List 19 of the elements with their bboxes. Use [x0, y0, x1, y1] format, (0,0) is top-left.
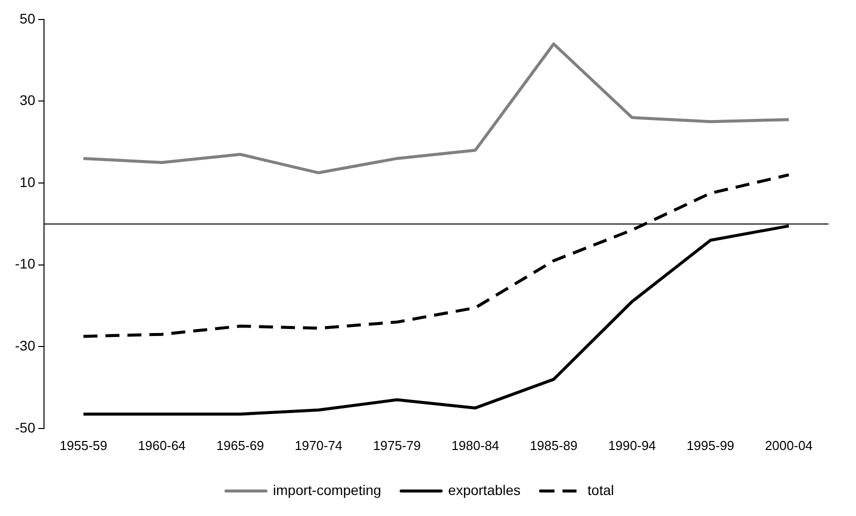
y-tick-label: -30 [15, 337, 36, 354]
y-tick-label: 50 [20, 10, 36, 26]
y-tick-label: -50 [15, 419, 36, 436]
y-tick-label: 30 [20, 92, 36, 108]
legend-label: total [588, 482, 614, 498]
x-tick-label: 1960-64 [138, 438, 186, 453]
y-tick-label: 10 [20, 174, 36, 190]
x-tick-label: 1975-79 [373, 438, 421, 453]
x-tick-label: 1970-74 [294, 438, 342, 453]
x-tick-label: 1995-99 [686, 438, 734, 453]
x-tick-label: 1980-84 [451, 438, 500, 453]
legend-label: exportables [448, 482, 521, 498]
x-tick-label: 1955-59 [60, 438, 108, 453]
y-tick-label: -10 [15, 256, 36, 272]
x-tick-label: 1985-89 [530, 438, 578, 453]
legend-label: import-competing [273, 482, 382, 498]
x-tick-label: 1965-69 [216, 438, 264, 453]
x-tick-label: 2000-04 [764, 438, 813, 453]
x-tick-label: 1990-94 [608, 438, 656, 453]
